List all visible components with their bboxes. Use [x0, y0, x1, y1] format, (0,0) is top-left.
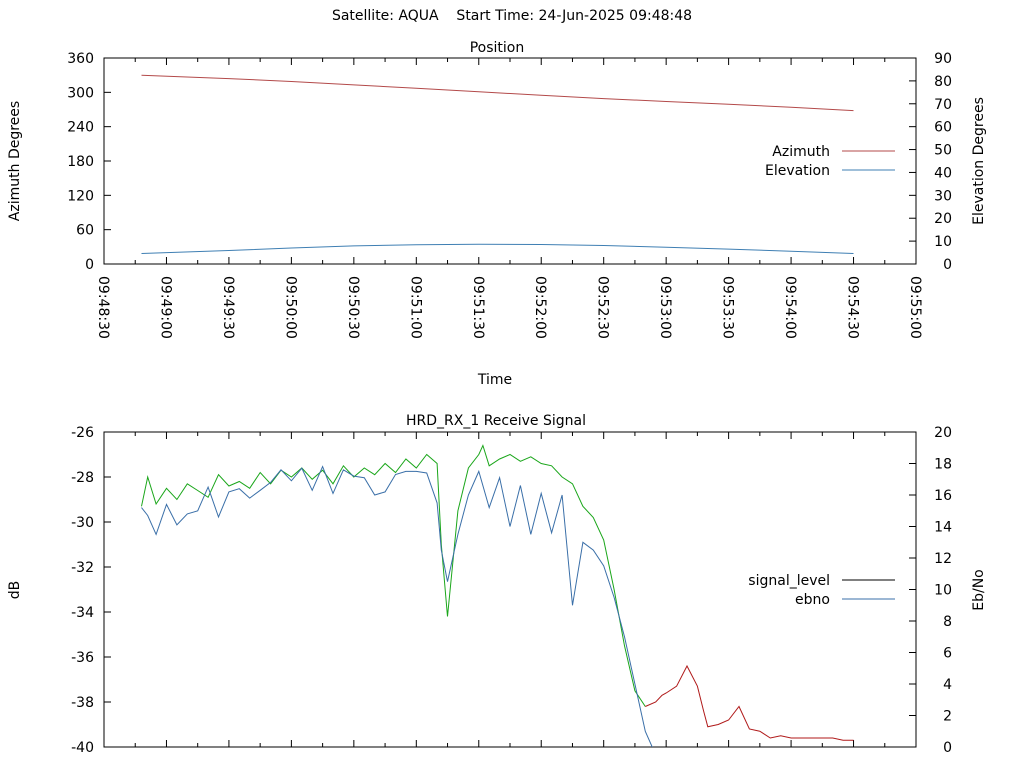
position-y2-axis-label: Elevation Degrees: [971, 97, 987, 225]
ebno-line: [141, 465, 653, 747]
position-y2-axis-tick-label: 60: [934, 120, 952, 136]
signal-level-low-line: [645, 664, 854, 741]
position-y2-axis-tick-label: 80: [934, 74, 952, 90]
page-title: Satellite: AQUA Start Time: 24-Jun-2025 …: [331, 8, 693, 24]
position-x-axis-tick-label: 09:51:00: [407, 276, 423, 339]
signal-y-axis-tick-label: -36: [71, 650, 94, 666]
signal-y-axis-tick-label: -26: [71, 425, 94, 441]
receive-signal-chart-title: HRD_RX_1 Receive Signal: [406, 413, 586, 429]
position-x-axis-label: Time: [477, 372, 512, 388]
position-x-axis-tick-label: 09:50:00: [282, 276, 298, 339]
signal-y-axis: -40 -38 -36 -34 -32 -30 -28 -26: [71, 425, 111, 756]
position-y-axis-tick-label: 180: [67, 154, 94, 170]
signal-legend: signal_level ebno: [748, 573, 895, 608]
signal-y-axis-tick-label: -40: [71, 740, 94, 756]
signal-y2-axis-tick-label: 4: [943, 677, 952, 693]
position-chart-title: Position: [470, 40, 525, 56]
position-series: [141, 74, 854, 254]
position-x-axis-tick-label: 09:53:00: [657, 276, 673, 339]
signal-y2-axis-tick-label: 10: [934, 583, 952, 599]
position-x-axis-tick-label: 09:54:00: [782, 276, 798, 339]
position-y2-axis-tick-label: 40: [934, 165, 952, 181]
legend-label-signal-level: signal_level: [748, 573, 830, 589]
position-x-axis-tick-label: 09:54:30: [845, 276, 861, 339]
position-y2-axis-tick-label: 70: [934, 97, 952, 113]
position-chart: Position 0 60 120 180 240 300 360 0 10 20 30 40 50 6…: [7, 40, 987, 388]
receive-signal-chart: HRD_RX_1 Receive Signal -40-38-36-34-32-…: [7, 413, 987, 756]
position-x-axis-tick-label: 09:48:30: [95, 276, 111, 339]
position-x-axis-tick-label: 09:53:30: [720, 276, 736, 339]
azimuth-line: [141, 74, 854, 112]
signal-y-axis-tick-label: -28: [71, 470, 94, 486]
position-x-axis: 09:48:30 09:49:00 09:49:30 09:50:00 09:50:30…: [95, 58, 923, 339]
position-y-axis-tick-label: 240: [67, 120, 94, 136]
position-y-axis-label: Azimuth Degrees: [7, 101, 23, 221]
position-x-axis-tick-label: 09:51:30: [470, 276, 486, 339]
elevation-line: [141, 243, 854, 254]
position-y-axis-tick-label: 120: [67, 188, 94, 204]
position-y-axis-tick-label: 300: [67, 85, 94, 101]
signal-y2-axis-tick-label: 8: [943, 614, 952, 630]
signal-series: [141, 444, 854, 747]
position-x-axis-tick-label: 09:49:00: [157, 276, 173, 339]
signal-y-axis-label: dB: [7, 581, 23, 600]
position-y2-axis-tick-label: 10: [934, 234, 952, 250]
position-plot-frame: [103, 57, 917, 265]
signal-y-axis-tick-label: -32: [71, 560, 94, 576]
position-y2-axis: 0 10 20 30 40 50 60 70 80 90: [909, 51, 952, 273]
position-x-axis-tick-label: 09:49:30: [220, 276, 236, 339]
position-y-axis-tick-label: 360: [67, 51, 94, 67]
position-y-axis-tick-label: 0: [85, 257, 94, 273]
signal-y2-axis-tick-label: 14: [934, 520, 952, 536]
signal-y2-axis-tick-label: 12: [934, 551, 952, 567]
position-x-axis-tick-label: 09:52:00: [532, 276, 548, 339]
legend-label-azimuth: Azimuth: [772, 144, 830, 160]
position-y2-axis-tick-label: 20: [934, 211, 952, 227]
legend-label-ebno: ebno: [795, 592, 830, 608]
signal-y2-axis-tick-label: 18: [934, 457, 952, 473]
legend-label-elevation: Elevation: [765, 163, 830, 179]
position-legend: Azimuth Elevation: [765, 144, 895, 179]
signal-y-axis-tick-label: -38: [71, 695, 94, 711]
position-y-axis-tick-label: 60: [76, 223, 94, 239]
position-y2-axis-tick-label: 0: [943, 257, 952, 273]
position-x-axis-tick-label: 09:55:00: [907, 276, 923, 339]
signal-y2-axis-tick-label: 2: [943, 709, 952, 725]
signal-y2-axis-tick-label: 20: [934, 425, 952, 441]
signal-y2-axis-tick-label: 16: [934, 488, 952, 504]
position-x-axis-tick-label: 09:50:30: [345, 276, 361, 339]
signal-level-line: [141, 444, 646, 707]
signal-y2-axis-tick-label: 0: [943, 740, 952, 756]
signal-plot-frame: [103, 431, 917, 748]
position-x-axis-tick-label: 09:52:30: [595, 276, 611, 339]
signal-x-axis: [103, 432, 917, 747]
position-y2-axis-tick-label: 90: [934, 51, 952, 67]
position-y2-axis-tick-label: 50: [934, 143, 952, 159]
position-y-axis: 0 60 120 180 240 300 360: [67, 51, 111, 273]
signal-y2-axis: 0 2 4 6 8 10 12 14 16 18 20: [909, 425, 952, 756]
signal-y2-axis-label: Eb/No: [971, 569, 987, 611]
signal-y-axis-tick-label: -34: [71, 605, 94, 621]
signal-y-axis-tick-label: -30: [71, 515, 94, 531]
signal-y2-axis-tick-label: 6: [943, 646, 952, 662]
position-y2-axis-tick-label: 30: [934, 188, 952, 204]
